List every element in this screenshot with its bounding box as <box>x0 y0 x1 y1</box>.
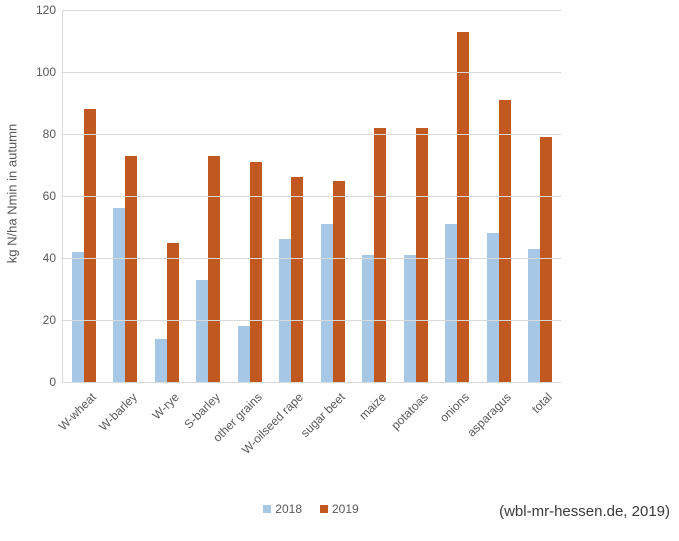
bar <box>155 339 167 382</box>
legend-swatch <box>320 505 328 513</box>
gridline <box>63 134 561 135</box>
legend-label: 2018 <box>275 502 302 516</box>
bar <box>499 100 511 382</box>
bar <box>416 128 428 382</box>
legend-label: 2019 <box>332 502 359 516</box>
bar <box>540 137 552 382</box>
bar <box>457 32 469 382</box>
bar <box>362 255 374 382</box>
bar <box>208 156 220 382</box>
y-axis-title: kg N/ha Nmin in autumn <box>5 8 20 380</box>
bar <box>84 109 96 382</box>
legend-item: 2018 <box>263 502 302 516</box>
bar <box>113 208 125 382</box>
legend-swatch <box>263 505 271 513</box>
bar <box>238 326 250 382</box>
legend: 2018 2019 <box>62 502 560 516</box>
gridline <box>63 320 561 321</box>
gridline <box>63 258 561 259</box>
bar <box>167 243 179 383</box>
bar <box>374 128 386 382</box>
bar <box>404 255 416 382</box>
bar <box>321 224 333 382</box>
bar <box>291 177 303 382</box>
bar <box>333 181 345 383</box>
plot-area <box>62 10 561 383</box>
gridline <box>63 10 561 11</box>
bar <box>528 249 540 382</box>
bar <box>250 162 262 382</box>
nmin-bar-chart: 020406080100120 kg N/ha Nmin in autumn W… <box>0 0 679 532</box>
gridline <box>63 72 561 73</box>
bar <box>125 156 137 382</box>
bar <box>279 239 291 382</box>
bar <box>196 280 208 382</box>
bar <box>72 252 84 382</box>
bar <box>487 233 499 382</box>
gridline <box>63 196 561 197</box>
citation-text: (wbl-mr-hessen.de, 2019) <box>499 503 670 520</box>
gridline <box>63 382 561 383</box>
bar <box>445 224 457 382</box>
legend-item: 2019 <box>320 502 359 516</box>
